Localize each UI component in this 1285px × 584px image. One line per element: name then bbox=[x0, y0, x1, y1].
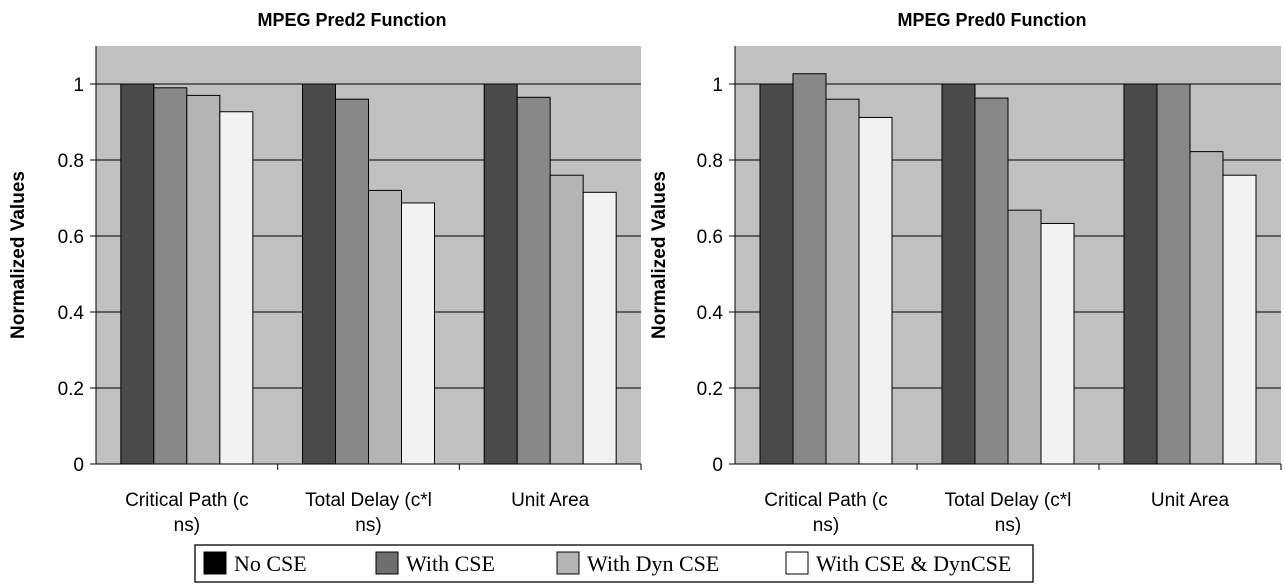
bar bbox=[1189, 151, 1224, 465]
bar bbox=[549, 174, 584, 465]
bar bbox=[401, 202, 435, 465]
legend-swatch bbox=[556, 551, 580, 575]
y-tick-label: 0.2 bbox=[58, 379, 84, 400]
bar bbox=[1156, 83, 1191, 465]
x-tick-label: Total Delay (c*l bbox=[945, 490, 1072, 511]
x-tick-label: ns) bbox=[995, 515, 1021, 536]
legend-label: With CSE & DynCSE bbox=[816, 551, 1011, 576]
x-tick-label: Unit Area bbox=[1151, 490, 1230, 511]
bar bbox=[792, 73, 827, 465]
y-tick-label: 0.4 bbox=[58, 303, 85, 324]
y-axis-label: Normalized Values bbox=[8, 171, 29, 339]
x-tick-label: Total Delay (c*l bbox=[305, 490, 432, 511]
bar bbox=[582, 191, 617, 465]
y-tick-label: 0.8 bbox=[697, 151, 723, 172]
x-tick-label: ns) bbox=[355, 515, 381, 536]
chart-title: MPEG Pred0 Function bbox=[897, 10, 1086, 30]
y-tick-label: 1 bbox=[712, 75, 723, 96]
bar bbox=[1007, 209, 1042, 465]
bar bbox=[1123, 83, 1158, 465]
legend-swatch bbox=[203, 551, 227, 575]
bar bbox=[974, 97, 1009, 465]
x-tick-label: Critical Path (c bbox=[764, 490, 888, 511]
y-axis-label: Normalized Values bbox=[649, 171, 670, 339]
x-tick-label: Unit Area bbox=[511, 490, 590, 511]
y-tick-label: 0.4 bbox=[697, 303, 724, 324]
y-tick-label: 0.6 bbox=[697, 227, 723, 248]
bar bbox=[302, 83, 336, 465]
bar bbox=[1222, 174, 1257, 465]
y-tick-label: 0 bbox=[73, 455, 84, 476]
x-tick-label: ns) bbox=[813, 515, 839, 536]
legend-item: No CSE bbox=[203, 551, 307, 576]
legend-swatch bbox=[785, 551, 809, 575]
bar bbox=[153, 87, 188, 465]
bar bbox=[825, 98, 860, 465]
bar bbox=[335, 98, 369, 465]
bar bbox=[858, 116, 893, 465]
x-tick-label: Critical Path (c bbox=[125, 490, 249, 511]
legend-item: With CSE bbox=[375, 551, 495, 576]
bar bbox=[368, 189, 402, 465]
chart-1: 0 0.2 0.4 0.6 0.8 1 Critical Path (c ns) Total D… bbox=[8, 10, 642, 536]
chart-title: MPEG Pred2 Function bbox=[257, 10, 446, 30]
bar bbox=[219, 111, 254, 465]
y-tick-label: 0.8 bbox=[58, 151, 84, 172]
bar bbox=[941, 83, 976, 465]
y-tick-label: 1 bbox=[73, 75, 84, 96]
legend-label: With CSE bbox=[406, 551, 495, 576]
charts-group: 0 0.2 0.4 0.6 0.8 1 Critical Path (c ns) Total D… bbox=[8, 10, 1282, 536]
bar bbox=[483, 83, 518, 465]
bar bbox=[1040, 222, 1075, 465]
legend-item: With CSE & DynCSE bbox=[785, 551, 1011, 576]
bar bbox=[186, 94, 221, 465]
legend-label: With Dyn CSE bbox=[587, 551, 719, 576]
chart-2: 0 0.2 0.4 0.6 0.8 1 Critical Path (c ns) Total D… bbox=[649, 10, 1282, 536]
x-tick-label: ns) bbox=[174, 515, 200, 536]
legend-label: No CSE bbox=[234, 551, 307, 576]
bar bbox=[120, 83, 155, 465]
legend-swatch bbox=[375, 551, 399, 575]
bar bbox=[759, 83, 794, 465]
y-tick-label: 0.6 bbox=[58, 227, 84, 248]
y-tick-label: 0 bbox=[712, 455, 723, 476]
legend-box bbox=[194, 544, 1034, 583]
legend-item: With Dyn CSE bbox=[556, 551, 719, 576]
legend: No CSE With CSE With Dyn CSE With CSE & … bbox=[194, 544, 1034, 583]
bar bbox=[516, 96, 551, 465]
y-tick-label: 0.2 bbox=[697, 379, 723, 400]
